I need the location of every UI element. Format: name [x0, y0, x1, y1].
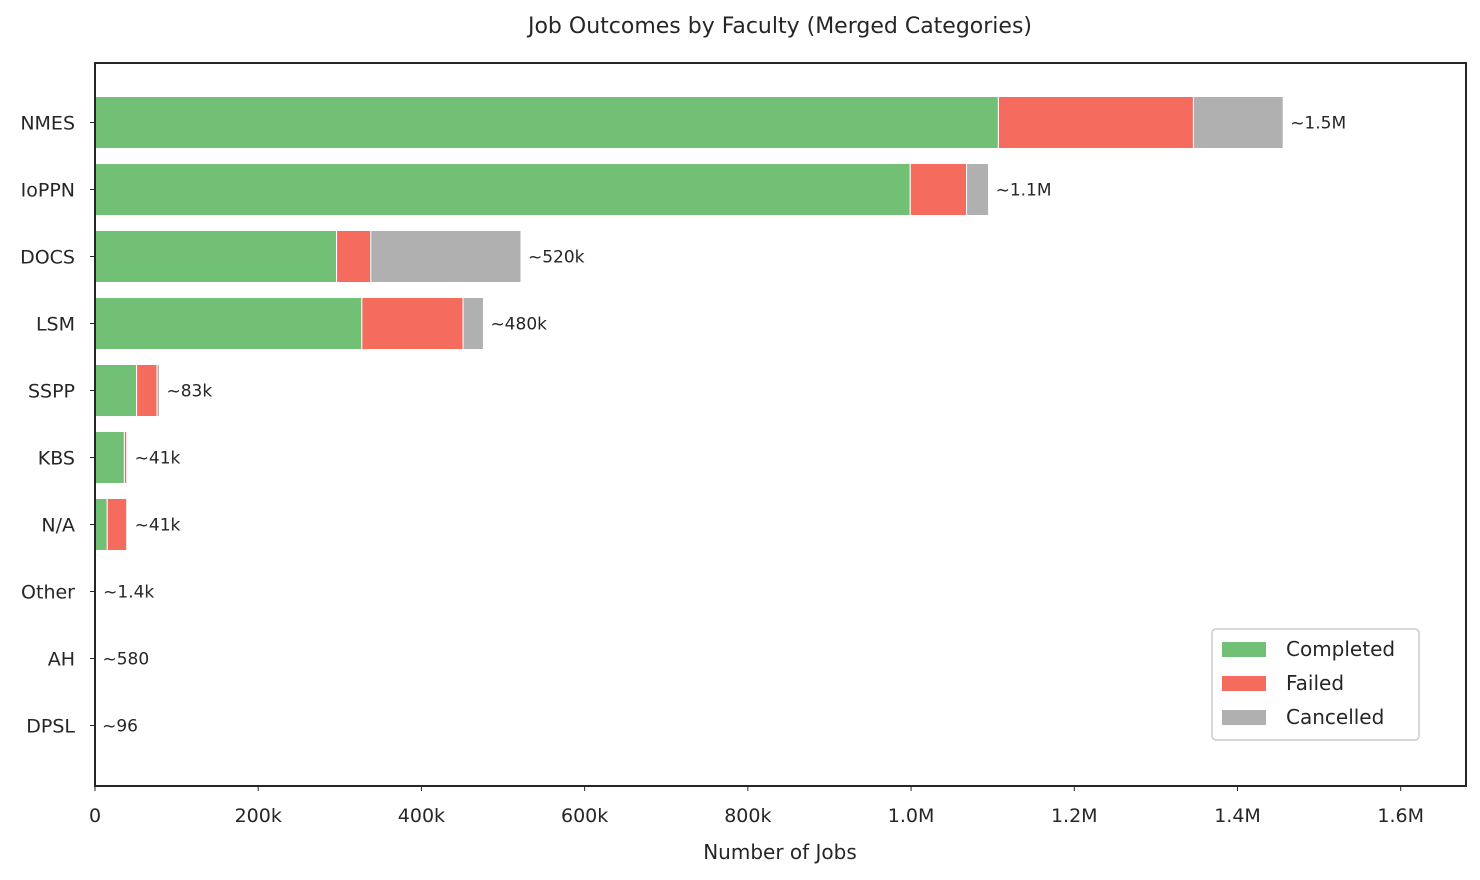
- bar-cancelled-ioppn: [966, 163, 990, 216]
- x-axis: 0 200k 400k 600k 800k 1.0M 1.2M 1.4M 1.6M: [89, 786, 1424, 827]
- bar-completed-lsm: [94, 297, 363, 350]
- plot-area: ~1.5M ~1.1M ~520k ~480k ~83k ~41k ~41k ~1.4k ~58…: [94, 96, 1346, 752]
- bar-completed-ioppn: [94, 163, 911, 216]
- x-tick-label: 1.2M: [1051, 805, 1098, 827]
- bar-cancelled-docs: [370, 230, 522, 283]
- x-axis-label: Number of Jobs: [703, 840, 857, 864]
- legend-label-cancelled: Cancelled: [1286, 705, 1384, 729]
- total-label: ~520k: [528, 248, 585, 268]
- legend-label-completed: Completed: [1286, 637, 1395, 661]
- legend-swatch-cancelled: [1222, 710, 1266, 725]
- bar-cancelled-kbs: [126, 431, 129, 484]
- x-tick-label: 1.0M: [888, 805, 935, 827]
- y-axis: NMES IoPPN DOCS LSM SSPP KBS N/A Other AH DPSL: [20, 113, 95, 738]
- x-tick-label: 1.6M: [1377, 805, 1424, 827]
- y-tick-label: SSPP: [28, 381, 75, 403]
- y-tick-label: IoPPN: [21, 180, 75, 202]
- y-tick-label: DPSL: [26, 716, 75, 738]
- y-tick-label: LSM: [36, 314, 75, 336]
- total-label: ~41k: [135, 449, 181, 469]
- bar-cancelled-sspp: [156, 364, 160, 417]
- x-tick-label: 600k: [561, 805, 608, 827]
- legend: Completed Failed Cancelled: [1211, 628, 1420, 741]
- x-tick-label: 0: [89, 805, 101, 827]
- bar-failed-ioppn: [909, 163, 968, 216]
- bar-completed-docs: [94, 230, 338, 283]
- legend-swatch-failed: [1222, 676, 1266, 691]
- total-label: ~1.5M: [1290, 114, 1346, 134]
- total-label: ~96: [102, 717, 138, 737]
- legend-swatch-completed: [1222, 642, 1266, 657]
- total-label: ~480k: [490, 315, 547, 335]
- bar-completed-kbs: [94, 431, 125, 484]
- bar-completed-sspp: [94, 364, 138, 417]
- bar-cancelled-nmes: [1192, 96, 1284, 149]
- bar-failed-nmes: [997, 96, 1194, 149]
- chart-title: Job Outcomes by Faculty (Merged Categori…: [526, 14, 1032, 39]
- total-label: ~1.1M: [996, 181, 1052, 201]
- bar-failed-na: [106, 498, 128, 551]
- bar-failed-sspp: [136, 364, 158, 417]
- total-label: ~580: [102, 650, 149, 670]
- bar-failed-lsm: [361, 297, 464, 350]
- bar-cancelled-lsm: [462, 297, 484, 350]
- y-tick-label: NMES: [20, 113, 75, 135]
- x-tick-label: 1.4M: [1214, 805, 1261, 827]
- total-label: ~83k: [166, 382, 212, 402]
- bar-failed-docs: [336, 230, 372, 283]
- x-tick-label: 400k: [398, 805, 445, 827]
- y-tick-label: DOCS: [20, 247, 75, 269]
- x-tick-label: 800k: [724, 805, 771, 827]
- plot-frame: [94, 62, 1467, 787]
- total-label: ~41k: [135, 516, 181, 536]
- y-tick-label: Other: [21, 582, 75, 604]
- total-label: ~1.4k: [103, 583, 154, 603]
- y-tick-label: AH: [48, 649, 75, 671]
- bar-cancelled-na: [126, 498, 129, 551]
- bar-completed-na: [94, 498, 108, 551]
- bar-completed-nmes: [94, 96, 999, 149]
- y-tick-label: N/A: [41, 515, 75, 537]
- x-tick-label: 200k: [235, 805, 282, 827]
- legend-label-failed: Failed: [1286, 671, 1344, 695]
- y-tick-label: KBS: [38, 448, 75, 470]
